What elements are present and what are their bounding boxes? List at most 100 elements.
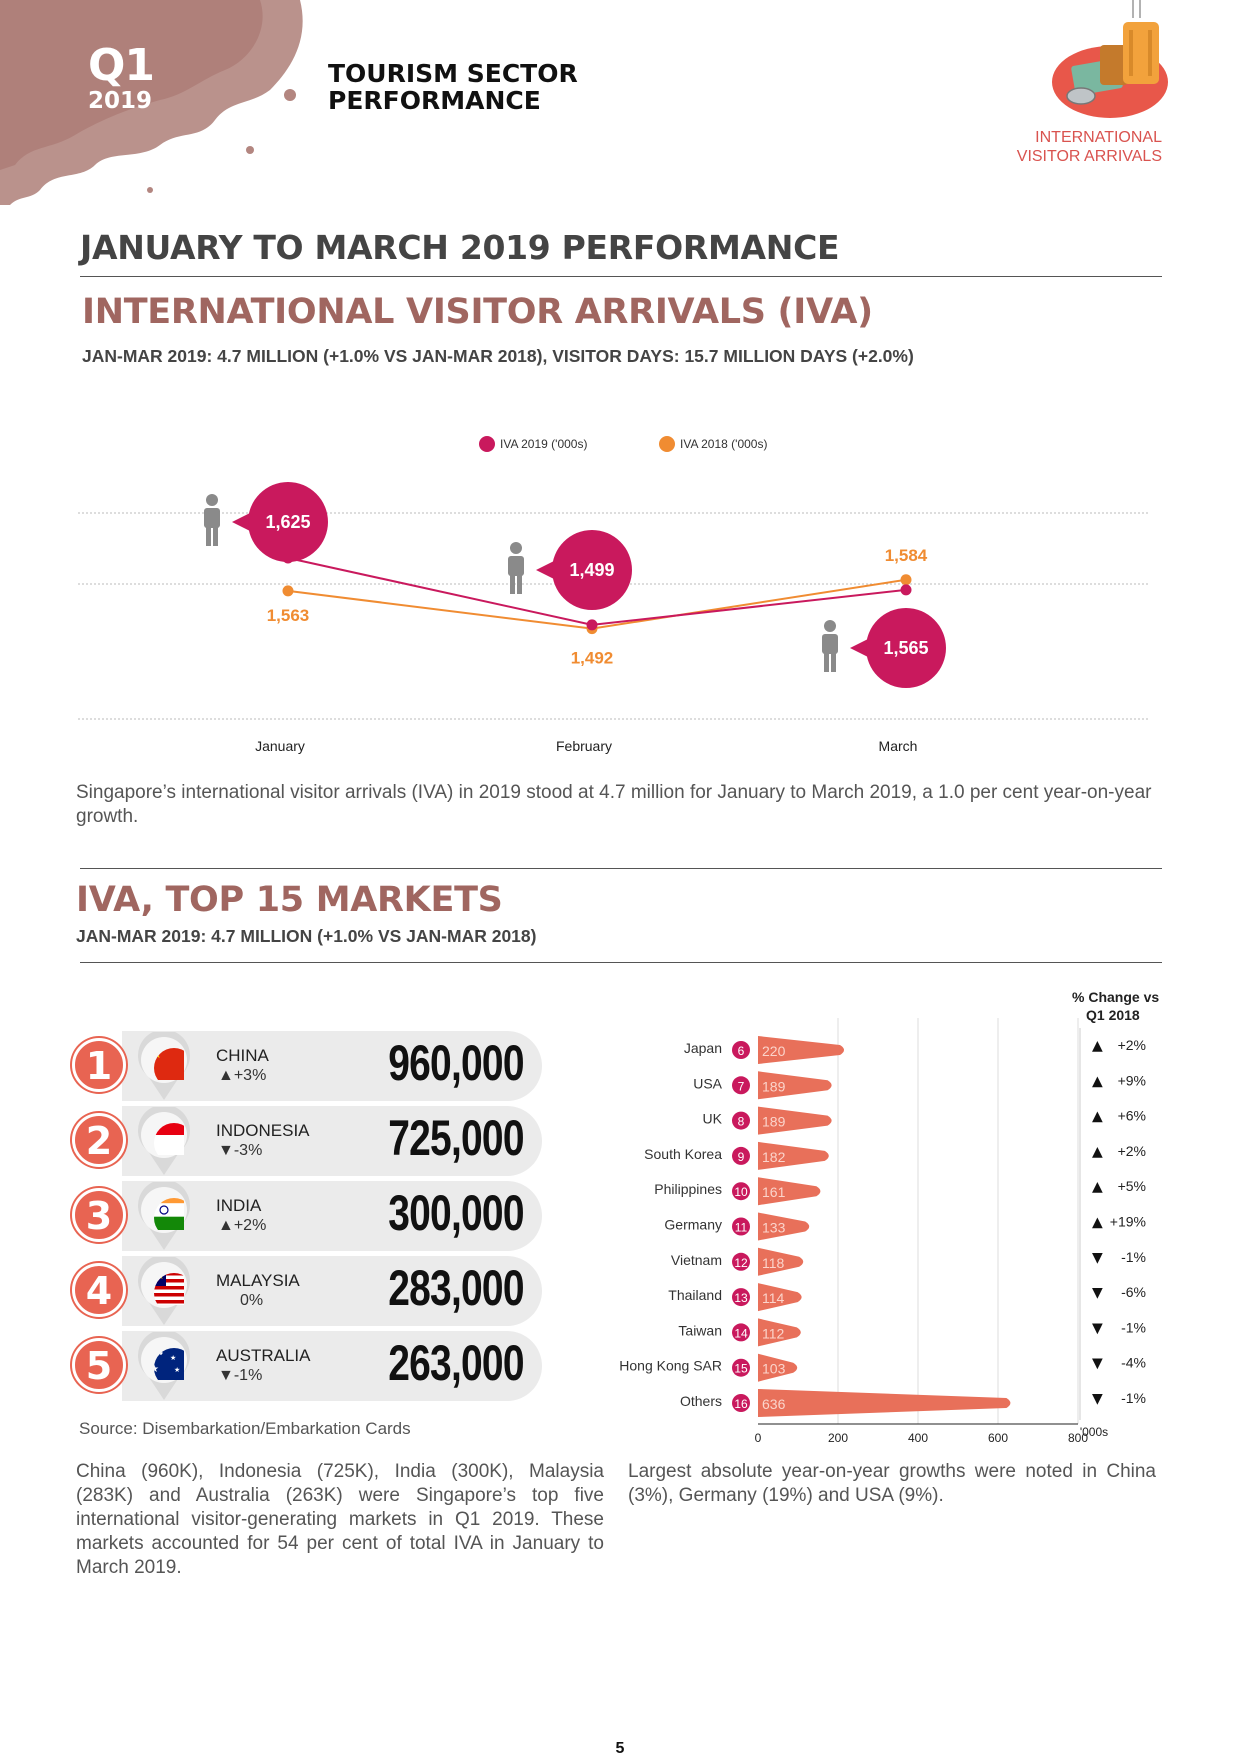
page-number: 5 xyxy=(615,1740,625,1754)
market-row-bg xyxy=(122,1106,542,1176)
person-icon xyxy=(204,494,220,546)
down-arrow-icon: ▼ xyxy=(1092,1250,1103,1266)
legend-marker-2018 xyxy=(659,436,675,452)
market-name: INDONESIA xyxy=(216,1121,310,1140)
change-value: +2% xyxy=(1118,1037,1146,1053)
market-name: MALAYSIA xyxy=(216,1271,300,1290)
rank-marker xyxy=(732,1182,750,1201)
x-tick-label: 200 xyxy=(828,1431,848,1445)
rank-marker xyxy=(732,1076,750,1095)
change-value: -1% xyxy=(1121,1249,1146,1265)
up-arrow-icon: ▲ xyxy=(1092,1215,1103,1231)
bar xyxy=(758,1318,801,1347)
market-name: AUSTRALIA xyxy=(216,1346,311,1365)
change-value: +5% xyxy=(1118,1178,1146,1194)
divider xyxy=(80,962,1162,963)
legend-marker-2019 xyxy=(479,436,495,452)
rank-badge: 5 xyxy=(72,1338,126,1392)
bar-value-label: 103 xyxy=(762,1361,786,1377)
data-point xyxy=(900,574,912,586)
bar xyxy=(758,1283,802,1312)
up-arrow-icon: ▲ xyxy=(1092,1109,1103,1125)
down-arrow-icon: ▼ xyxy=(1092,1356,1103,1372)
change-value: -1% xyxy=(1121,1319,1146,1335)
markets-paragraph-left: China (960K), Indonesia (725K), India (3… xyxy=(76,1461,604,1578)
bar-value-label: 114 xyxy=(762,1290,785,1306)
rank-marker xyxy=(732,1394,750,1412)
category-label: Germany xyxy=(664,1217,722,1233)
corner-label-line2: VISITOR ARRIVALS xyxy=(1016,148,1162,165)
up-arrow-icon: ▲ xyxy=(1092,1179,1103,1195)
svg-text:★: ★ xyxy=(150,1364,159,1375)
market-row: 2 INDONESIA ▼-3% 725,000 xyxy=(72,1106,542,1176)
rank-marker xyxy=(732,1323,750,1342)
rank-marker xyxy=(732,1358,750,1377)
change-value: -6% xyxy=(1121,1284,1146,1300)
down-arrow-icon: ▼ xyxy=(1092,1391,1103,1407)
rank-badge: 2 xyxy=(72,1113,126,1167)
rank-label: 6 xyxy=(738,1044,745,1058)
market-change: ▲+3% xyxy=(218,1067,267,1084)
market-row: 3 INDIA ▲+2% 300,000 xyxy=(72,1181,542,1251)
bar-value-label: 189 xyxy=(762,1114,786,1130)
legend-label-2018: IVA 2018 ('000s) xyxy=(680,437,767,451)
bar-value-label: 133 xyxy=(762,1220,786,1236)
rank-label: 11 xyxy=(735,1221,748,1235)
rank-badge: 3 xyxy=(72,1188,126,1242)
data-label-2019: 1,499 xyxy=(569,560,614,580)
category-label: Vietnam xyxy=(671,1252,722,1268)
iva-heading: INTERNATIONAL VISITOR ARRIVALS (IVA) xyxy=(82,292,873,332)
bar xyxy=(758,1177,821,1206)
indonesia-flag xyxy=(138,1107,190,1175)
category-label: Hong Kong SAR xyxy=(619,1358,722,1374)
category-label: UK xyxy=(703,1111,723,1127)
up-arrow-icon: ▲ xyxy=(1092,1144,1103,1160)
corner-label: INTERNATIONAL VISITOR ARRIVALS xyxy=(1017,128,1162,166)
bar xyxy=(758,1106,832,1135)
markets-paragraph-right: Largest absolute year-on-year growths we… xyxy=(628,1461,1156,1506)
rank-marker xyxy=(732,1288,750,1307)
bar-value-label: 636 xyxy=(762,1396,786,1412)
bar-value-label: 112 xyxy=(762,1325,785,1341)
bar xyxy=(758,1389,1011,1417)
source-note: Source: Disembarkation/Embarkation Cards xyxy=(79,1419,411,1438)
bar-value-label: 189 xyxy=(762,1078,786,1094)
down-arrow-icon: ▼ xyxy=(1092,1285,1103,1301)
market-row-bg xyxy=(122,1256,542,1326)
x-unit-label: '000s xyxy=(1080,1425,1108,1439)
category-label: Others xyxy=(680,1393,722,1409)
divider xyxy=(80,276,1162,277)
category-label: USA xyxy=(693,1075,722,1091)
change-header-line2: Q1 2018 xyxy=(1086,1007,1140,1023)
change-value: +9% xyxy=(1118,1072,1146,1088)
person-icon xyxy=(508,542,524,594)
bar-value-label: 118 xyxy=(762,1255,785,1271)
iva-subheading: JAN-MAR 2019: 4.7 MILLION (+1.0% VS JAN-… xyxy=(82,346,914,366)
market-value: 263,000 xyxy=(388,1335,524,1391)
data-label-2018: 1,492 xyxy=(571,649,614,668)
bar xyxy=(758,1353,798,1382)
x-tick-label: 0 xyxy=(755,1431,762,1445)
rank-label: 15 xyxy=(734,1362,748,1376)
x-axis-label: February xyxy=(556,738,612,754)
category-label: Philippines xyxy=(654,1181,722,1197)
rank-marker xyxy=(732,1252,750,1271)
rank-label: 16 xyxy=(734,1397,748,1411)
sector-title-line1: TOURISM SECTOR xyxy=(328,59,578,88)
bubble-2019: 1,565 xyxy=(850,608,946,688)
top-markets-bar-chart: 0 200 400 600 800'000s % Change vs Q1 2018 Japa… xyxy=(619,990,1159,1445)
rank-label: 8 xyxy=(738,1115,745,1129)
category-label: Taiwan xyxy=(678,1322,722,1338)
markets-subheading: JAN-MAR 2019: 4.7 MILLION (+1.0% VS JAN-… xyxy=(76,926,537,946)
rank-badge: 1 xyxy=(72,1038,126,1092)
down-arrow-icon: ▼ xyxy=(1092,1320,1103,1336)
rank-label: 12 xyxy=(734,1256,748,1270)
change-value: +19% xyxy=(1110,1214,1146,1230)
data-point xyxy=(282,585,294,597)
bar xyxy=(758,1212,810,1241)
quarter-label: Q1 xyxy=(88,40,155,91)
change-header-line1: % Change vs xyxy=(1072,990,1159,1005)
x-axis-label: March xyxy=(879,738,918,754)
person-icon xyxy=(822,620,838,672)
china-flag: ★ xyxy=(138,1032,190,1100)
